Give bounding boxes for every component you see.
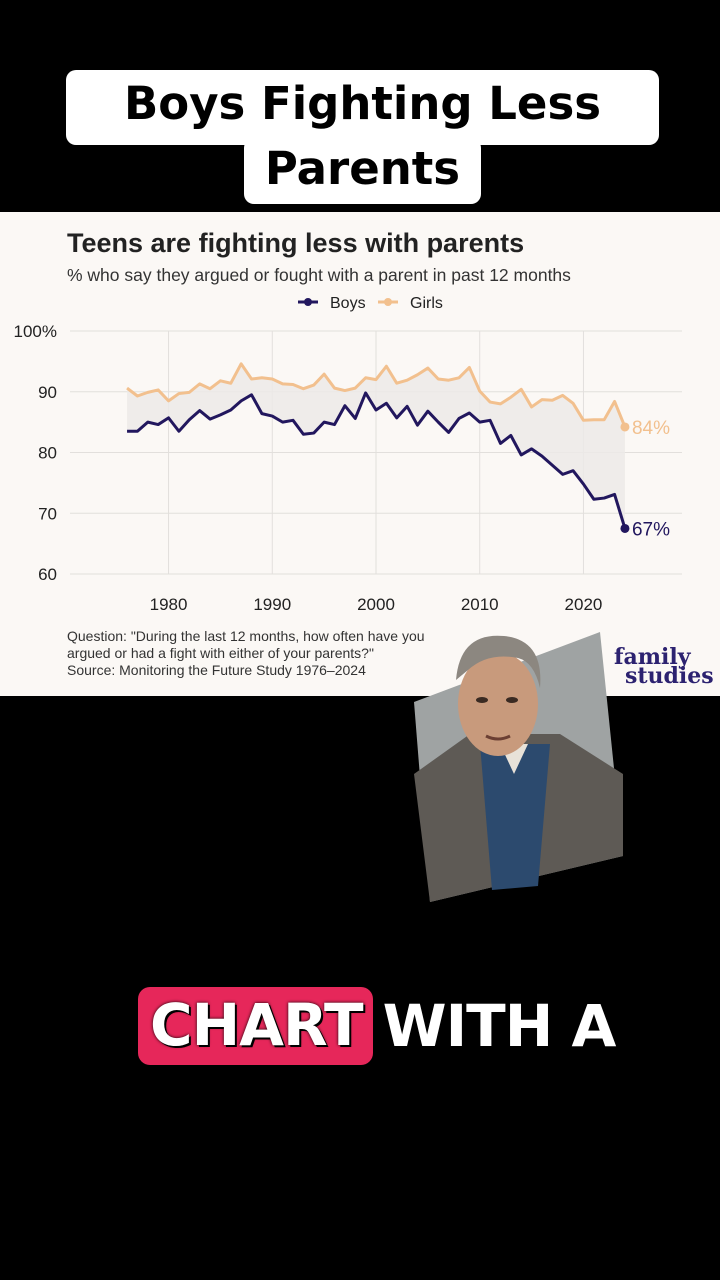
chart-grid: [70, 330, 682, 575]
video-title-line-2: Parents: [244, 138, 481, 204]
end-point-boys: [620, 523, 630, 533]
question-note-line-2: argued or had a fight with either of you…: [67, 645, 374, 661]
legend-marker-girls: [384, 298, 392, 306]
question-note-line-1: Question: "During the last 12 months, ho…: [67, 628, 425, 644]
y-tick-label: 60: [38, 565, 57, 584]
end-point-girls: [620, 422, 630, 432]
chart-panel: Teens are fighting less with parents % w…: [0, 212, 720, 696]
line-chart: Teens are fighting less with parents % w…: [14, 228, 714, 689]
end-label-girls: 84%: [632, 418, 670, 439]
y-tick-label: 80: [38, 444, 57, 463]
y-tick-label: 90: [38, 383, 57, 402]
end-label-boys: 67%: [632, 519, 670, 540]
y-tick-label: 100%: [14, 322, 57, 341]
legend-label-boys: Boys: [330, 295, 366, 312]
video-title-line-1: Boys Fighting Less With: [66, 70, 659, 188]
legend-marker-boys: [304, 298, 312, 306]
chart-title: Teens are fighting less with parents: [67, 228, 524, 258]
y-tick-label: 70: [38, 504, 57, 523]
series-line-girls: [126, 362, 627, 428]
x-tick-label: 2020: [565, 595, 603, 614]
caption-subtitle: CHART WITH A: [138, 978, 617, 1074]
axis-labels: 60 70 80 90 100% 1980 1990 2000 2010 2020: [14, 322, 603, 614]
family-studies-logo-line-2: studies: [625, 663, 714, 689]
x-tick-label: 2000: [357, 595, 395, 614]
chart-series: 84% 67%: [126, 362, 670, 540]
caption-highlight-word: CHART: [138, 987, 373, 1065]
series-line-boys: [127, 391, 627, 529]
chart-legend: Boys Girls: [298, 295, 443, 312]
presenter-photo: [410, 624, 625, 904]
legend-label-girls: Girls: [410, 295, 443, 312]
x-tick-label: 1980: [150, 595, 188, 614]
chart-subtitle: % who say they argued or fought with a p…: [67, 265, 571, 285]
source-note: Source: Monitoring the Future Study 1976…: [67, 662, 366, 678]
x-tick-label: 1990: [253, 595, 291, 614]
family-studies-logo-line-1: family: [614, 644, 692, 670]
x-tick-label: 2010: [461, 595, 499, 614]
caption-text: WITH A: [382, 992, 617, 1060]
